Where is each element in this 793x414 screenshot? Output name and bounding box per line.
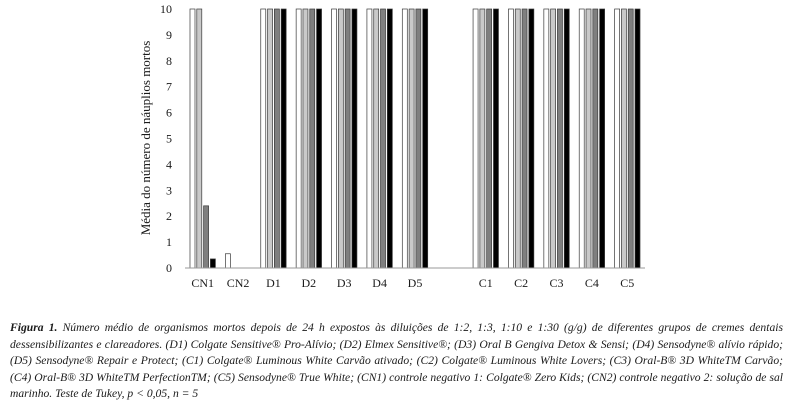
caption-text: Número médio de organismos mortos depois… xyxy=(10,321,783,400)
bar-CN1-series-3 xyxy=(210,258,216,269)
bar-D5-series-2 xyxy=(415,8,422,269)
bar-D5-series-1 xyxy=(408,8,415,269)
bar-C2-series-3 xyxy=(528,8,535,269)
y-axis-ticks: 0 1 2 3 4 5 6 7 8 9 10 xyxy=(160,2,172,275)
caption-label: Figura 1. xyxy=(10,321,58,334)
bar-D3-series-1 xyxy=(337,8,344,269)
bar-D5-series-0 xyxy=(401,8,408,269)
x-tick-label: D5 xyxy=(408,276,423,290)
bar-D3-series-2 xyxy=(344,8,351,269)
bar-C2-series-2 xyxy=(521,8,528,269)
x-tick-label: C1 xyxy=(479,276,493,290)
y-tick-label: 3 xyxy=(166,183,172,197)
y-tick-label: 10 xyxy=(160,2,172,16)
y-tick-label: 1 xyxy=(166,235,172,249)
bar-D3-series-3 xyxy=(351,8,358,269)
x-tick-label: D4 xyxy=(372,276,387,290)
y-axis-label: Média do número de náuplios mortos xyxy=(138,41,153,236)
bar-C3-series-2 xyxy=(557,8,563,269)
bar-D1-series-1 xyxy=(267,8,273,269)
bar-D4-series-0 xyxy=(366,8,373,269)
bar-C1-series-1 xyxy=(479,8,486,269)
bar-D2-series-3 xyxy=(316,8,322,269)
bar-D2-series-0 xyxy=(295,8,302,269)
bar-D1-series-2 xyxy=(274,8,280,269)
x-tick-label: CN2 xyxy=(227,276,250,290)
bar-C1-series-0 xyxy=(472,8,479,269)
y-tick-label: 6 xyxy=(166,106,172,120)
bar-CN1-series-1 xyxy=(196,8,203,269)
x-tick-label: D1 xyxy=(266,276,281,290)
bar-D4-series-1 xyxy=(373,8,380,269)
bar-C4-series-0 xyxy=(578,8,585,269)
bar-C5-series-2 xyxy=(627,8,634,269)
bar-C4-series-2 xyxy=(592,8,599,269)
bar-C2-series-0 xyxy=(508,8,514,269)
bar-C3-series-3 xyxy=(563,8,570,269)
bar-D1-series-3 xyxy=(280,8,287,269)
x-axis-labels: CN1 CN2 D1 D2 D3 D4 D5 C1 C2 C3 C4 C5 xyxy=(191,276,634,290)
x-tick-label: C2 xyxy=(514,276,528,290)
bar-C5-series-1 xyxy=(621,8,627,269)
y-tick-label: 8 xyxy=(166,54,172,68)
bars-group xyxy=(189,8,641,269)
bar-C5-series-0 xyxy=(614,8,620,269)
bar-CN2-series-0 xyxy=(225,253,231,269)
bar-C1-series-2 xyxy=(486,8,493,269)
bar-C3-series-0 xyxy=(543,8,550,269)
bar-D5-series-3 xyxy=(422,8,429,269)
y-tick-label: 5 xyxy=(166,132,172,146)
bar-D3-series-0 xyxy=(331,8,337,269)
x-tick-label: C5 xyxy=(620,276,634,290)
x-tick-label: CN1 xyxy=(191,276,214,290)
y-tick-label: 2 xyxy=(166,209,172,223)
figure-caption: Figura 1. Número médio de organismos mor… xyxy=(10,320,783,403)
x-tick-label: C4 xyxy=(585,276,599,290)
y-tick-label: 9 xyxy=(166,28,172,42)
x-tick-label: C3 xyxy=(550,276,564,290)
y-tick-label: 7 xyxy=(166,80,172,94)
bar-C4-series-1 xyxy=(585,8,592,269)
y-tick-label: 4 xyxy=(166,157,172,171)
bar-C2-series-1 xyxy=(514,8,521,269)
bar-D1-series-0 xyxy=(260,8,267,269)
x-tick-label: D3 xyxy=(337,276,352,290)
bar-CN1-series-0 xyxy=(189,8,196,269)
bar-C1-series-3 xyxy=(493,8,499,269)
y-tick-label: 0 xyxy=(166,261,172,275)
x-tick-label: D2 xyxy=(302,276,317,290)
bar-D4-series-2 xyxy=(380,8,386,269)
bar-C3-series-1 xyxy=(550,8,556,269)
bar-D2-series-1 xyxy=(302,8,309,269)
bar-C4-series-3 xyxy=(599,8,605,269)
bar-D2-series-2 xyxy=(309,8,316,269)
bar-C5-series-3 xyxy=(634,8,641,269)
bar-D4-series-3 xyxy=(386,8,393,269)
bar-CN1-series-2 xyxy=(203,205,209,269)
bar-chart: Média do número de náuplios mortos 0 1 2 3 4… xyxy=(138,2,645,290)
